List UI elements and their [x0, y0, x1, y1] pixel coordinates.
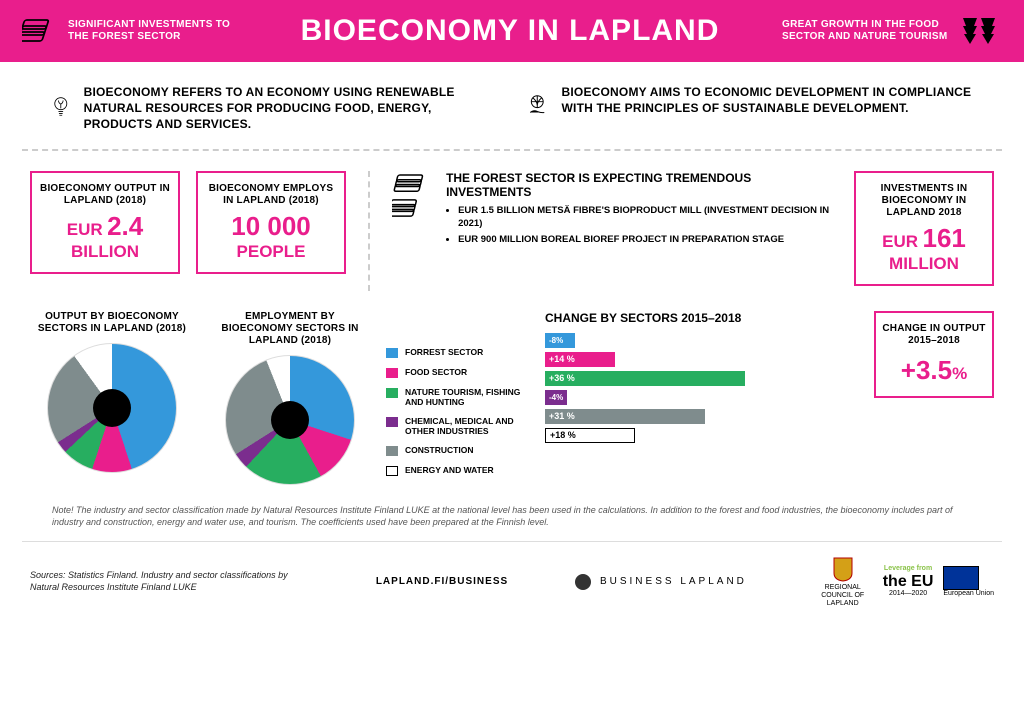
forest-block: THE FOREST SECTOR IS EXPECTING TREMENDOU… — [392, 171, 838, 251]
legend-construction: CONSTRUCTION — [386, 445, 531, 456]
stat-employs-value: 10 000 PEOPLE — [206, 211, 336, 262]
change-bar: -8% — [545, 333, 860, 348]
definition-1: BIOECONOMY REFERS TO AN ECONOMY USING RE… — [52, 84, 497, 133]
stat-change-label: CHANGE IN OUTPUT 2015–2018 — [882, 323, 986, 347]
pie-employment-block: EMPLOYMENT BY BIOECONOMY SECTORS IN LAPL… — [208, 311, 372, 485]
lightbulb-plant-icon — [52, 84, 70, 128]
header-left-text: SIGNIFICANT INVESTMENTS TO THE FOREST SE… — [68, 19, 238, 43]
forest-bullet-2: EUR 900 MILLION BOREAL BIOREF PROJECT IN… — [458, 234, 838, 246]
change-bar: +14 % — [545, 352, 860, 367]
sources: Sources: Statistics Finland. Industry an… — [30, 570, 310, 593]
pie-employment-title: EMPLOYMENT BY BIOECONOMY SECTORS IN LAPL… — [208, 311, 372, 347]
footer-url: LAPLAND.FI/BUSINESS — [376, 576, 508, 587]
stat-investments-label: INVESTMENTS IN BIOECONOMY IN LAPLAND 201… — [864, 183, 984, 219]
forest-title: THE FOREST SECTOR IS EXPECTING TREMENDOU… — [446, 171, 838, 200]
header-banner: SIGNIFICANT INVESTMENTS TO THE FOREST SE… — [0, 0, 1024, 62]
stat-output-value: EUR 2.4 BILLION — [40, 211, 170, 262]
definition-2: BIOECONOMY AIMS TO ECONOMIC DEVELOPMENT … — [527, 84, 972, 133]
pie-employment-chart — [225, 355, 355, 485]
money-stack-icon — [22, 16, 58, 46]
change-bars: -8% +14 % +36 % -4% +31 % +18 % — [545, 333, 860, 443]
change-block: CHANGE BY SECTORS 2015–2018 -8% +14 % +36 … — [545, 311, 860, 447]
stat-output-label: BIOECONOMY OUTPUT IN LAPLAND (2018) — [40, 183, 170, 207]
header-left: SIGNIFICANT INVESTMENTS TO THE FOREST SE… — [22, 16, 238, 46]
change-bar: -4% — [545, 390, 860, 405]
money-stacks-icon — [392, 171, 434, 223]
legend-food: FOOD SECTOR — [386, 367, 531, 378]
change-bar: +18 % — [545, 428, 860, 443]
stat-employs: BIOECONOMY EMPLOYS IN LAPLAND (2018) 10 … — [196, 171, 346, 274]
eu-logo: European Union — [943, 566, 994, 598]
stat-employs-label: BIOECONOMY EMPLOYS IN LAPLAND (2018) — [206, 183, 336, 207]
legend-chemical: CHEMICAL, MEDICAL AND OTHER INDUSTRIES — [386, 416, 531, 436]
pie-output-title: OUTPUT BY BIOECONOMY SECTORS IN LAPLAND … — [30, 311, 194, 335]
note: Note! The industry and sector classifica… — [22, 497, 1002, 541]
globe-icon — [574, 573, 592, 591]
legend-forrest: FORREST SECTOR — [386, 347, 531, 358]
pie-output-block: OUTPUT BY BIOECONOMY SECTORS IN LAPLAND … — [30, 311, 194, 473]
change-title: CHANGE BY SECTORS 2015–2018 — [545, 311, 860, 325]
change-bar: +36 % — [545, 371, 860, 386]
pie-output-chart — [47, 343, 177, 473]
forest-bullet-1: EUR 1.5 BILLION METSÄ FIBRE'S BIOPRODUCT… — [458, 205, 838, 230]
logos: REGIONAL COUNCIL OF LAPLAND Leverage fro… — [813, 556, 994, 608]
definitions-row: BIOECONOMY REFERS TO AN ECONOMY USING RE… — [22, 62, 1002, 151]
globe-hand-icon — [527, 84, 548, 128]
footer: Sources: Statistics Finland. Industry an… — [0, 542, 1024, 622]
stat-output: BIOECONOMY OUTPUT IN LAPLAND (2018) EUR … — [30, 171, 180, 274]
stat-investments-value: EUR 161 MILLION — [864, 223, 984, 274]
divider — [368, 171, 370, 291]
legend-energy: ENERGY AND WATER — [386, 465, 531, 476]
trees-icon — [962, 14, 1002, 48]
brand: BUSINESS LAPLAND — [574, 573, 747, 591]
stat-change-value: +3.5% — [882, 355, 986, 386]
eu-flag-icon — [943, 566, 979, 590]
leverage-logo: Leverage from the EU 2014—2020 — [883, 565, 934, 598]
stat-change-output: CHANGE IN OUTPUT 2015–2018 +3.5% — [874, 311, 994, 398]
definition-1-text: BIOECONOMY REFERS TO AN ECONOMY USING RE… — [84, 84, 497, 133]
council-logo: REGIONAL COUNCIL OF LAPLAND — [813, 556, 873, 608]
forest-text: THE FOREST SECTOR IS EXPECTING TREMENDOU… — [446, 171, 838, 251]
legend-tourism: NATURE TOURISM, FISHING AND HUNTING — [386, 387, 531, 407]
stats-row: BIOECONOMY OUTPUT IN LAPLAND (2018) EUR … — [0, 151, 1024, 307]
header-right: GREAT GROWTH IN THE FOOD SECTOR AND NATU… — [782, 14, 1002, 48]
stat-investments: INVESTMENTS IN BIOECONOMY IN LAPLAND 201… — [854, 171, 994, 286]
definition-2-text: BIOECONOMY AIMS TO ECONOMIC DEVELOPMENT … — [562, 84, 972, 116]
header-right-text: GREAT GROWTH IN THE FOOD SECTOR AND NATU… — [782, 19, 952, 43]
change-bar: +31 % — [545, 409, 860, 424]
page-title: BIOECONOMY IN LAPLAND — [301, 14, 720, 48]
legend: FORREST SECTOR FOOD SECTOR NATURE TOURIS… — [386, 311, 531, 486]
charts-row: OUTPUT BY BIOECONOMY SECTORS IN LAPLAND … — [0, 307, 1024, 498]
